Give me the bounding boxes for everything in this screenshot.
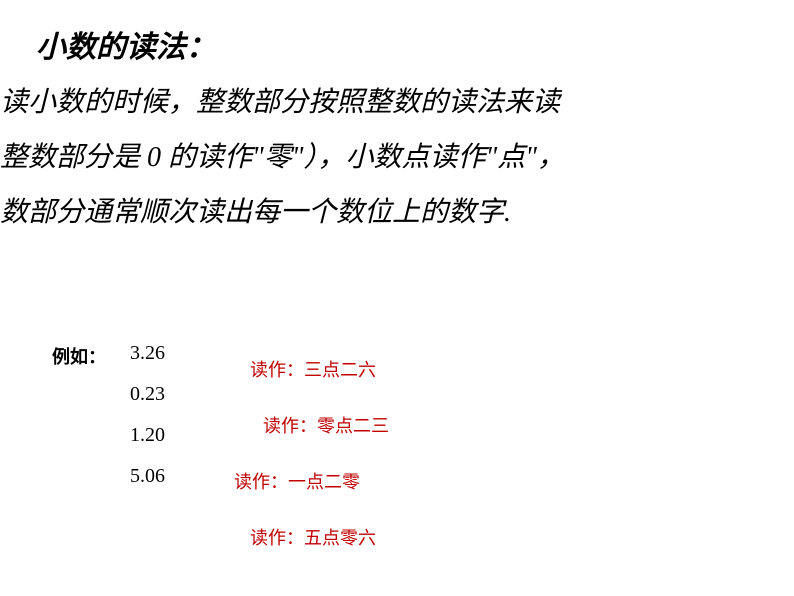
rule-line-3: 数部分通常顺次读出每一个数位上的数字. [0, 190, 511, 230]
example-reading-1: 读作：三点二六 [250, 356, 376, 382]
example-label: 例如： [52, 343, 106, 369]
example-reading-3: 读作：一点二零 [234, 468, 360, 494]
rule-line-2: 整数部分是 0 的读作"零"），小数点读作"点"， [0, 135, 565, 175]
example-number-1: 3.26 [130, 342, 165, 365]
rule-line-1: 读小数的时候，整数部分按照整数的读法来读 [0, 80, 560, 120]
page-title: 小数的读法： [36, 22, 216, 66]
example-number-4: 5.06 [130, 465, 165, 488]
example-number-3: 1.20 [130, 424, 165, 447]
example-number-2: 0.23 [130, 383, 165, 406]
example-reading-2: 读作：零点二三 [263, 412, 389, 438]
example-reading-4: 读作：五点零六 [250, 524, 376, 550]
